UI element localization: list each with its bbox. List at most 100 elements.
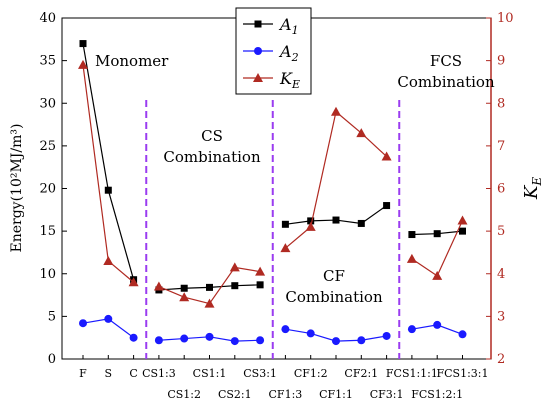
data-point <box>382 331 391 340</box>
left-axis-tick-label: 0 <box>48 352 56 367</box>
legend-label: A1 <box>278 15 299 37</box>
data-point <box>356 128 367 138</box>
data-point <box>281 325 290 334</box>
data-point <box>104 186 112 194</box>
divider-layer <box>145 100 401 359</box>
data-point <box>205 332 214 341</box>
data-point <box>281 220 289 228</box>
data-point <box>383 202 391 210</box>
x-axis-tick-label: FCS1:2:1 <box>411 388 463 401</box>
series-line <box>411 220 464 277</box>
annotation-cs: CS <box>201 127 223 145</box>
data-point <box>79 40 87 48</box>
data-point <box>406 253 417 263</box>
x-axis-tick-label: F <box>79 367 87 380</box>
series-layer <box>78 40 468 346</box>
annotation-monomer: Monomer <box>95 52 169 70</box>
x-axis-tick-label: CF1:1 <box>319 388 353 401</box>
data-point <box>433 230 441 238</box>
legend-marker <box>254 20 262 28</box>
x-axis-tick-label: CS3:1 <box>243 367 277 380</box>
data-point <box>180 284 188 292</box>
right-axis-tick-label: 2 <box>497 352 505 367</box>
series-3 <box>78 59 468 308</box>
data-point <box>459 227 466 235</box>
legend-label: KE <box>279 69 300 91</box>
x-axis-tick-label: CF1:3 <box>269 388 303 401</box>
data-point <box>432 270 443 280</box>
data-point <box>305 221 316 231</box>
legend-label: A2 <box>278 42 299 64</box>
annotation-cs-combination: Combination <box>163 148 261 166</box>
series-line <box>285 110 388 249</box>
left-axis-tick-label: 40 <box>39 11 56 26</box>
data-point <box>256 281 264 289</box>
left-axis-label: Energy(10²MJ/m³) <box>9 124 25 253</box>
right-axis-tick-label: 7 <box>497 139 505 154</box>
data-point <box>104 314 113 323</box>
data-point <box>332 337 340 346</box>
legend-marker <box>254 47 262 55</box>
x-axis-tick-label: CF1:2 <box>294 367 328 380</box>
x-axis-tick-label: FCS1:1:1 <box>386 367 438 380</box>
data-point <box>204 298 215 308</box>
data-point <box>103 255 114 265</box>
left-axis-tick-label: 10 <box>39 267 56 282</box>
data-point <box>230 337 239 346</box>
x-axis-tick-label: CF2:1 <box>344 367 378 380</box>
data-point <box>280 243 291 253</box>
data-point <box>206 283 213 291</box>
x-axis-tick-label: FCS1:3:1 <box>437 367 489 380</box>
legend-marker <box>253 73 263 82</box>
data-point <box>256 336 265 345</box>
series-line <box>82 43 135 280</box>
left-axis-tick-label: 20 <box>39 182 56 197</box>
data-point <box>408 231 416 239</box>
data-point <box>407 325 416 334</box>
right-axis-tick-label: 4 <box>497 267 505 282</box>
data-point <box>331 106 341 116</box>
left-axis-title: Energy(10²MJ/m³) <box>9 124 25 253</box>
right-axis-label: KE <box>521 177 544 200</box>
data-point <box>306 329 315 338</box>
data-point <box>457 215 468 225</box>
data-point <box>78 59 88 69</box>
right-axis-tick-label: 9 <box>497 54 505 69</box>
tick-layer: 0 5 10 15 20 25 30 35 40 2 3 4 5 6 7 8 9 10 F S C CS1:3 CS1:2 C… <box>39 11 513 401</box>
right-axis-tick-label: 3 <box>497 309 505 324</box>
left-axis-tick-label: 5 <box>48 309 56 324</box>
right-axis-tick-label: 10 <box>497 11 514 26</box>
x-axis-tick-label: CS2:1 <box>218 388 252 401</box>
data-point <box>357 219 365 227</box>
annotation-cf: CF <box>323 267 345 285</box>
annotation-fcs-combination: Combination <box>397 73 495 91</box>
x-axis-tick-label: S <box>105 367 113 380</box>
legend: A1 A2 KE <box>235 7 312 95</box>
annotation-fcs: FCS <box>430 52 462 70</box>
data-point <box>332 216 340 224</box>
x-axis-tick-label: C <box>129 367 137 380</box>
data-point <box>79 319 87 328</box>
data-point <box>128 277 139 287</box>
data-point <box>357 336 366 345</box>
annotation-cf-combination: Combination <box>285 288 383 306</box>
series-2 <box>79 314 467 346</box>
data-point <box>458 330 467 339</box>
left-axis-tick-label: 30 <box>39 96 56 111</box>
x-axis-tick-label: CF3:1 <box>370 388 404 401</box>
data-point <box>231 282 239 290</box>
data-point <box>307 217 315 225</box>
data-point <box>433 320 442 329</box>
right-axis-title: KE <box>521 177 544 200</box>
x-axis-tick-label: CS1:1 <box>193 367 227 380</box>
data-point <box>153 281 164 291</box>
data-point <box>180 334 189 343</box>
x-axis-tick-label: CS1:2 <box>167 388 201 401</box>
data-point <box>381 151 392 161</box>
x-axis-tick-label: CS1:3 <box>142 367 176 380</box>
series-line <box>82 64 134 283</box>
data-point <box>154 336 163 345</box>
data-point <box>179 292 190 302</box>
left-axis-tick-label: 25 <box>39 139 56 154</box>
data-point <box>255 266 266 276</box>
